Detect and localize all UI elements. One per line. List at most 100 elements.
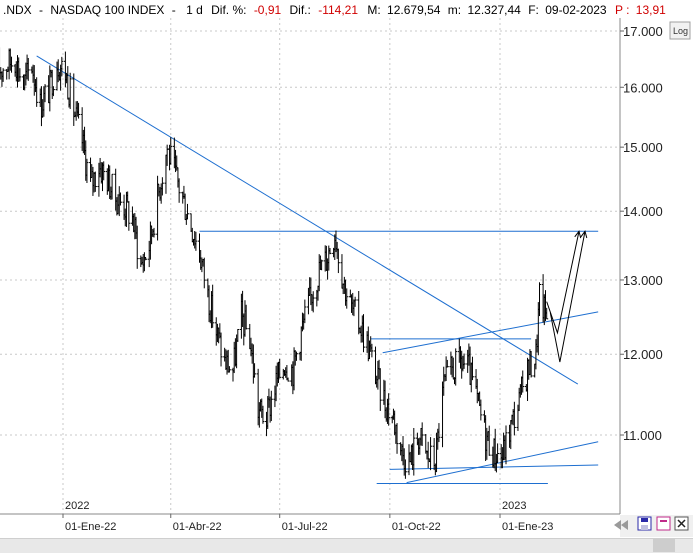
header-min: 12.327,44: [467, 3, 521, 17]
ohlc-bar: [51, 86, 55, 97]
projection-arrows: [546, 230, 588, 363]
ohlc-bar: [152, 227, 156, 238]
arrow-head: [580, 230, 588, 239]
ohlc-bar: [60, 56, 64, 77]
y-axis-ticks: 11.000 12.000 13.000 14.000 15.000 16.000 17.0…: [620, 24, 663, 443]
ohlc-bar: [336, 248, 340, 274]
ohlc-bar: [202, 257, 206, 289]
ohlc-bar: [429, 437, 433, 471]
print-icon[interactable]: [656, 516, 671, 531]
header-date: 09-02-2023: [545, 3, 607, 17]
header-p: 13,91: [636, 3, 666, 17]
header-dif-label: Dif.:: [290, 3, 311, 17]
header-dif-pct: -0,91: [254, 3, 282, 17]
ohlc-bar: [504, 425, 508, 465]
ohlc-bar: [85, 158, 89, 183]
ohlc-bar: [10, 56, 14, 73]
ohlc-bar: [244, 304, 248, 330]
ohlc-bar: [110, 173, 114, 200]
ohlc-bar: [454, 348, 458, 386]
ohlc-bar: [236, 329, 240, 342]
ohlc-bar: [512, 401, 516, 436]
ohlc-bar: [538, 282, 542, 317]
ohlc-bar: [118, 192, 122, 206]
header-max-label: M:: [367, 3, 380, 17]
year-label: 2022: [65, 500, 89, 512]
header-p-label: P :: [615, 3, 629, 17]
ohlc-bar: [144, 257, 148, 261]
ohlc-bar: [1, 68, 5, 82]
ohlc-bar: [403, 459, 407, 479]
ohlc-bar: [487, 425, 491, 456]
ohlc-bar: [286, 377, 290, 382]
x-tick-label: 01-Abr-22: [173, 521, 222, 533]
close-icon[interactable]: [674, 516, 689, 531]
arrow-head: [574, 230, 582, 239]
chart-scrollbar[interactable]: [0, 538, 693, 553]
header-sep: -: [39, 3, 43, 17]
header-date-label: F:: [528, 3, 539, 17]
ohlc-bar: [278, 358, 282, 379]
y-tick-label: 13.000: [623, 273, 663, 288]
ohlc-bar: [479, 399, 483, 421]
ohlc-bar: [160, 177, 164, 196]
ohlc-bar: [529, 350, 533, 378]
save-icon[interactable]: [637, 516, 652, 531]
projection-arrow: [546, 231, 580, 335]
ohlc-bar: [186, 203, 190, 220]
ohlc-bar: [345, 288, 349, 309]
ohlc-bar: [462, 353, 466, 369]
ohlc-bar: [545, 307, 549, 320]
y-tick-label: 11.000: [623, 428, 662, 443]
y-tick-label: 15.000: [623, 140, 663, 155]
ohlc-bar: [102, 161, 106, 181]
x-tick-label: 01-Jul-22: [282, 521, 328, 533]
grid-layer: [0, 18, 620, 514]
ohlc-bar: [470, 356, 474, 381]
y-tick-label: 16.000: [623, 80, 663, 95]
header-name: NASDAQ 100 INDEX: [50, 3, 164, 17]
ohlc-bar: [93, 171, 97, 192]
ohlc-bar: [169, 137, 173, 165]
header-dif-pct-label: Dif. %:: [211, 3, 246, 17]
ohlc-bar: [496, 443, 500, 463]
ohlc-bar: [194, 231, 198, 251]
year-label: 2023: [502, 500, 526, 512]
ohlc-bar: [127, 201, 131, 231]
ohlc-bar: [261, 405, 265, 424]
x-tick-label: 01-Oct-22: [392, 521, 441, 533]
ohlc-bar: [177, 178, 181, 203]
trendline: [36, 55, 579, 385]
ohlc-bar: [370, 343, 374, 358]
ohlc-bar: [253, 363, 257, 378]
zoom-button[interactable]: [614, 520, 628, 530]
ohlc-bar: [18, 68, 22, 82]
ohlc-bar: [353, 296, 357, 307]
ohlc-bar: [362, 314, 366, 353]
ohlc-bar: [219, 332, 223, 367]
ohlc-bar: [68, 72, 72, 110]
ohlc-bar: [269, 390, 273, 422]
ohlc-bar: [43, 84, 47, 103]
x-tick-label: 01-Ene-23: [502, 521, 553, 533]
ohlc-bar: [420, 422, 424, 446]
ohlc-bar: [412, 427, 416, 476]
log-scale-button[interactable]: Log: [669, 21, 691, 40]
ohlc-bar: [395, 423, 399, 454]
ohlc-bar: [437, 423, 441, 443]
ohlc-bar: [387, 393, 391, 426]
header-sep-2: -: [172, 3, 176, 17]
x-axis-ticks: 01-Ene-22 01-Abr-22 01-Jul-22 01-Oct-22 01-E…: [62, 500, 553, 533]
x-tick-label: 01-Ene-22: [65, 521, 116, 533]
ohlc-bar: [521, 370, 525, 393]
ohlc-bar: [320, 259, 324, 271]
header-dif: -114,21: [318, 3, 358, 17]
header-symbol: .NDX: [3, 3, 32, 17]
ohlc-bar: [445, 359, 449, 368]
scroll-thumb[interactable]: [653, 539, 675, 552]
ohlc-bar: [211, 284, 215, 328]
ohlc-bar: [35, 77, 39, 107]
projection-arrow: [549, 231, 586, 363]
